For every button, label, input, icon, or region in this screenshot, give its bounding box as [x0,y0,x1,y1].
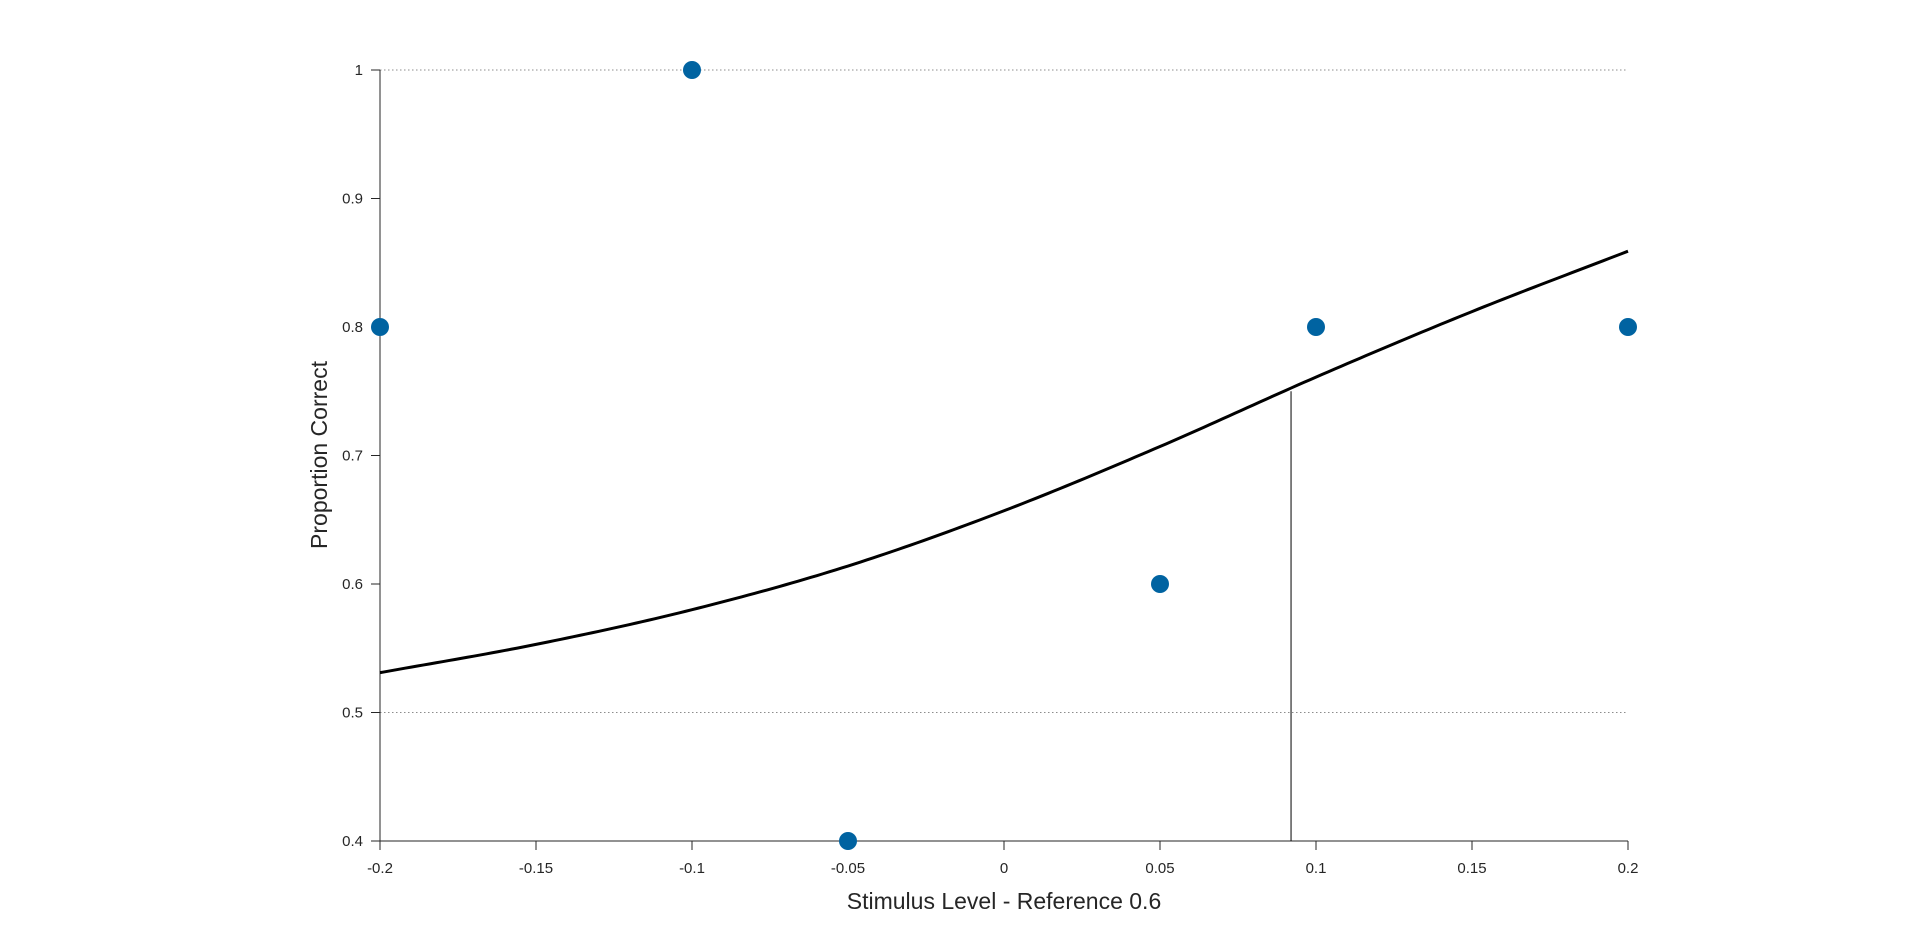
x-tick-label: -0.05 [831,860,865,877]
y-axis-label: Proportion Correct [306,360,332,549]
y-tick-label: 0.6 [342,576,363,593]
data-point [1307,318,1325,336]
reference-lines [380,69,1628,713]
x-tick-label: 0.2 [1618,860,1639,877]
data-point [1151,575,1169,593]
x-tick-label: 0.15 [1457,860,1486,877]
x-tick-label: 0.1 [1306,860,1327,877]
data-point [683,61,701,79]
x-tick-label: -0.1 [679,860,705,877]
y-tick-label: 1 [355,62,363,79]
data-points [371,61,1637,850]
y-ticks: 0.4 0.5 0.6 0.7 0.8 0.9 1 [342,62,380,850]
x-tick-label: -0.2 [367,860,393,877]
y-tick-label: 0.7 [342,448,363,465]
fit-curve [379,249,1629,675]
data-point [1619,318,1637,336]
x-axis-label: Stimulus Level - Reference 0.6 [847,888,1162,914]
y-tick-label: 0.9 [342,191,363,208]
axes [379,70,1628,842]
y-tick-label: 0.8 [342,319,363,336]
y-tick-label: 0.5 [342,705,363,722]
x-tick-label: 0.05 [1145,860,1174,877]
y-tick-label: 0.4 [342,833,363,850]
fit-curve-group [379,249,1629,675]
x-ticks: -0.2 -0.15 -0.1 -0.05 0 0.05 0.1 0.15 0.2 [367,841,1638,877]
x-tick-label: -0.15 [519,860,553,877]
x-tick-label: 0 [1000,860,1008,877]
data-point [839,832,857,850]
data-point [371,318,389,336]
